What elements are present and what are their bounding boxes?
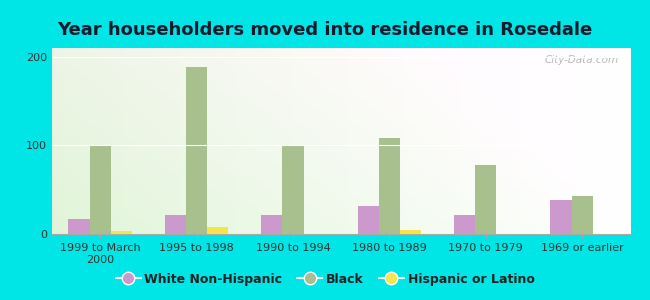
- Bar: [454, 214, 475, 234]
- Text: Year householders moved into residence in Rosedale: Year householders moved into residence i…: [57, 21, 593, 39]
- Bar: [475, 165, 497, 234]
- Bar: [186, 68, 207, 234]
- Bar: [261, 215, 283, 234]
- Bar: [379, 138, 400, 234]
- Bar: [358, 206, 379, 234]
- Legend: White Non-Hispanic, Black, Hispanic or Latino: White Non-Hispanic, Black, Hispanic or L…: [111, 268, 540, 291]
- Text: City-Data.com: City-Data.com: [545, 56, 619, 65]
- Bar: [207, 227, 228, 234]
- Bar: [551, 200, 572, 234]
- Bar: [165, 214, 186, 234]
- Bar: [68, 219, 90, 234]
- Bar: [111, 231, 132, 234]
- Bar: [283, 145, 304, 234]
- Bar: [90, 145, 110, 234]
- Bar: [572, 196, 593, 234]
- Bar: [400, 230, 421, 234]
